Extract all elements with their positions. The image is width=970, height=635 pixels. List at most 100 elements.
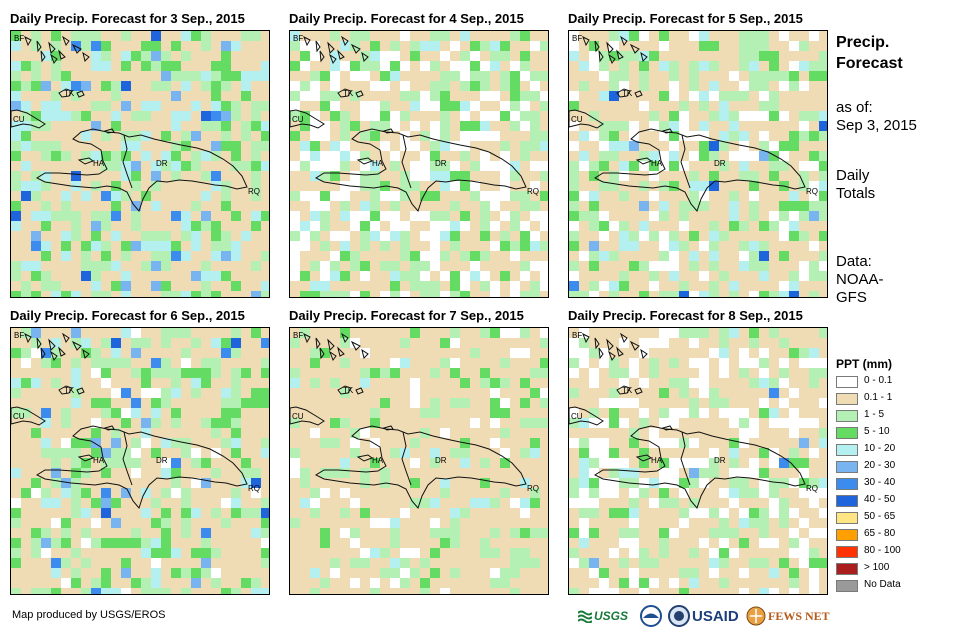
precip-cell bbox=[729, 368, 739, 378]
precip-cell bbox=[290, 348, 300, 358]
map-label-ha: HA bbox=[93, 456, 105, 465]
precip-cell bbox=[649, 458, 659, 468]
precip-cell bbox=[420, 191, 430, 201]
precip-cell bbox=[500, 428, 510, 438]
precip-map bbox=[290, 328, 548, 594]
precip-cell bbox=[749, 488, 759, 498]
precip-cell bbox=[490, 151, 500, 161]
bahamas-outline bbox=[24, 35, 90, 65]
precip-cell bbox=[161, 171, 171, 181]
precip-cell bbox=[649, 81, 659, 91]
precip-cell bbox=[91, 251, 101, 261]
precip-cell bbox=[450, 211, 460, 221]
precip-cell bbox=[61, 51, 71, 61]
precip-map bbox=[569, 328, 827, 594]
precip-cell bbox=[719, 578, 729, 588]
precip-cell bbox=[131, 578, 141, 588]
precip-cell bbox=[181, 181, 191, 191]
precip-cell bbox=[530, 428, 540, 438]
precip-cell bbox=[251, 518, 261, 528]
precip-cell bbox=[330, 478, 340, 488]
precip-cell bbox=[619, 181, 629, 191]
hispaniola-outline bbox=[593, 128, 806, 212]
precip-cell bbox=[290, 368, 300, 378]
precip-cell bbox=[101, 191, 111, 201]
precip-cell bbox=[659, 558, 669, 568]
precip-cell bbox=[619, 241, 629, 251]
precip-cell bbox=[470, 468, 480, 478]
precip-cell bbox=[520, 468, 530, 478]
precip-cell bbox=[380, 538, 390, 548]
precip-cell bbox=[310, 338, 320, 348]
precip-cell bbox=[799, 428, 809, 438]
precip-cell bbox=[609, 428, 619, 438]
precip-cell bbox=[390, 488, 400, 498]
precip-cell bbox=[171, 271, 181, 281]
precip-cell bbox=[639, 261, 649, 271]
precip-cell bbox=[809, 71, 819, 81]
precip-cell bbox=[21, 71, 31, 81]
precip-cell bbox=[599, 81, 609, 91]
precip-cell bbox=[739, 241, 749, 251]
precip-cell bbox=[540, 141, 548, 151]
precip-cell bbox=[460, 161, 470, 171]
precip-cell bbox=[779, 101, 789, 111]
precip-cell bbox=[649, 291, 659, 297]
precip-cell bbox=[510, 201, 520, 211]
precip-cell bbox=[510, 398, 520, 408]
precip-cell bbox=[300, 348, 310, 358]
precip-cell bbox=[111, 478, 121, 488]
precip-cell bbox=[111, 231, 121, 241]
precip-cell bbox=[290, 201, 300, 211]
precip-cell bbox=[211, 61, 221, 71]
precip-cell bbox=[290, 41, 300, 51]
precip-cell bbox=[579, 201, 589, 211]
precip-cell bbox=[719, 418, 729, 428]
precip-cell bbox=[320, 51, 330, 61]
precip-cell bbox=[659, 358, 669, 368]
precip-cell bbox=[709, 488, 719, 498]
precip-cell bbox=[201, 418, 211, 428]
precip-cell bbox=[141, 528, 151, 538]
precip-cell bbox=[300, 131, 310, 141]
precip-cell bbox=[71, 221, 81, 231]
precip-cell bbox=[739, 328, 749, 338]
precip-cell bbox=[629, 281, 639, 291]
precip-cell bbox=[669, 388, 679, 398]
precip-cell bbox=[639, 558, 649, 568]
precip-cell bbox=[460, 358, 470, 368]
precip-cell bbox=[91, 348, 101, 358]
precip-cell bbox=[221, 241, 231, 251]
precip-cell bbox=[530, 348, 540, 358]
precip-cell bbox=[669, 498, 679, 508]
precip-cell bbox=[11, 31, 21, 41]
precip-cell bbox=[370, 368, 380, 378]
precip-cell bbox=[799, 191, 809, 201]
precip-cell bbox=[11, 468, 21, 478]
precip-cell bbox=[480, 51, 490, 61]
precip-cell bbox=[579, 271, 589, 281]
precip-cell bbox=[360, 378, 370, 388]
precip-cell bbox=[779, 578, 789, 588]
precip-cell bbox=[490, 81, 500, 91]
precip-cell bbox=[649, 408, 659, 418]
precip-cell bbox=[450, 528, 460, 538]
precip-cell bbox=[649, 61, 659, 71]
precip-cell bbox=[300, 338, 310, 348]
precip-cell bbox=[420, 588, 430, 594]
precip-cell bbox=[799, 171, 809, 181]
precip-cell bbox=[31, 81, 41, 91]
precip-cell bbox=[779, 61, 789, 71]
precip-cell bbox=[370, 41, 380, 51]
precip-cell bbox=[520, 378, 530, 388]
precip-cell bbox=[410, 201, 420, 211]
precip-cell bbox=[759, 151, 769, 161]
precip-cell bbox=[71, 498, 81, 508]
precip-cell bbox=[21, 251, 31, 261]
precip-cell bbox=[31, 428, 41, 438]
precip-cell bbox=[191, 161, 201, 171]
precip-cell bbox=[819, 131, 827, 141]
precip-cell bbox=[300, 528, 310, 538]
precip-cell bbox=[161, 141, 171, 151]
precip-cell bbox=[719, 151, 729, 161]
